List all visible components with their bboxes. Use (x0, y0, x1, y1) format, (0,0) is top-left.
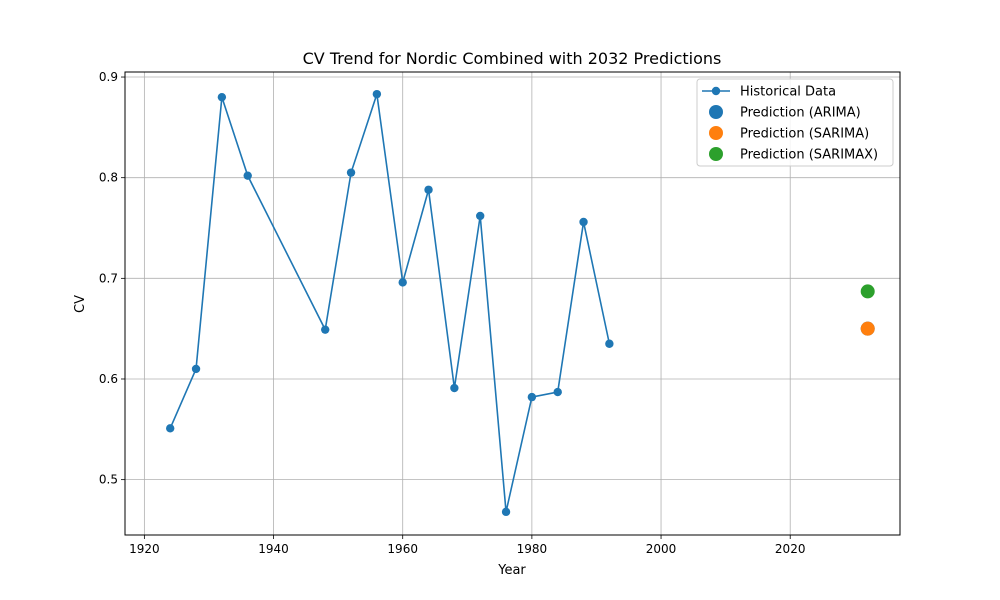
grid (125, 72, 900, 535)
legend-marker-swatch (709, 126, 723, 140)
legend-label: Historical Data (740, 85, 836, 100)
axis-ticks: 1920 1940 1960 1980 2000 2020 0.5 0.6 0.7 0.8 0.9 (99, 70, 806, 556)
legend-label: Prediction (SARIMAX) (740, 148, 878, 163)
x-tick-label: 1960 (387, 542, 418, 556)
historical-data-point (321, 325, 330, 334)
legend-marker-swatch (709, 105, 723, 119)
historical-data-point (553, 387, 562, 397)
historical-data-point (476, 211, 485, 221)
x-tick-label: 1940 (258, 542, 289, 556)
y-tick-label: 0.5 (99, 473, 118, 487)
historical-data-point (579, 217, 588, 227)
historical-data-point (217, 92, 227, 102)
x-axis-label: Year (497, 563, 526, 578)
historical-data-point (424, 185, 433, 194)
historical-data-point (372, 89, 382, 99)
prediction-sarima-point (860, 321, 875, 336)
historical-data-point (346, 168, 356, 177)
legend-label: Prediction (ARIMA) (740, 106, 861, 121)
x-tick-label: 2020 (775, 542, 806, 556)
historical-data-point (166, 424, 175, 433)
x-tick-label: 1920 (129, 542, 160, 556)
legend-marker-swatch (711, 86, 721, 96)
historical-data-point (501, 507, 511, 517)
plot-area (166, 89, 875, 517)
historical-data-point (527, 392, 537, 402)
legend-label: Prediction (SARIMA) (740, 127, 869, 142)
historical-data-point (605, 339, 614, 348)
y-tick-label: 0.7 (99, 271, 118, 285)
legend: Historical Data Prediction (ARIMA) Predict… (696, 78, 894, 167)
y-tick-label: 0.8 (99, 171, 118, 185)
legend-marker-swatch (709, 147, 723, 161)
plot-frame (124, 71, 901, 536)
x-tick-label: 1980 (517, 542, 548, 556)
legend-box (696, 78, 894, 167)
y-tick-label: 0.6 (99, 372, 118, 386)
historical-data-point (191, 364, 201, 374)
historical-data-line (169, 93, 611, 513)
historical-data-point (243, 171, 252, 180)
historical-data-point (398, 278, 407, 287)
prediction-sarimax-point (860, 284, 875, 299)
chart-title: CV Trend for Nordic Combined with 2032 P… (303, 49, 722, 68)
y-tick-label: 0.9 (99, 70, 118, 84)
historical-data-point (450, 383, 459, 393)
x-tick-label: 2000 (646, 542, 677, 556)
y-axis-label: CV (73, 295, 88, 313)
